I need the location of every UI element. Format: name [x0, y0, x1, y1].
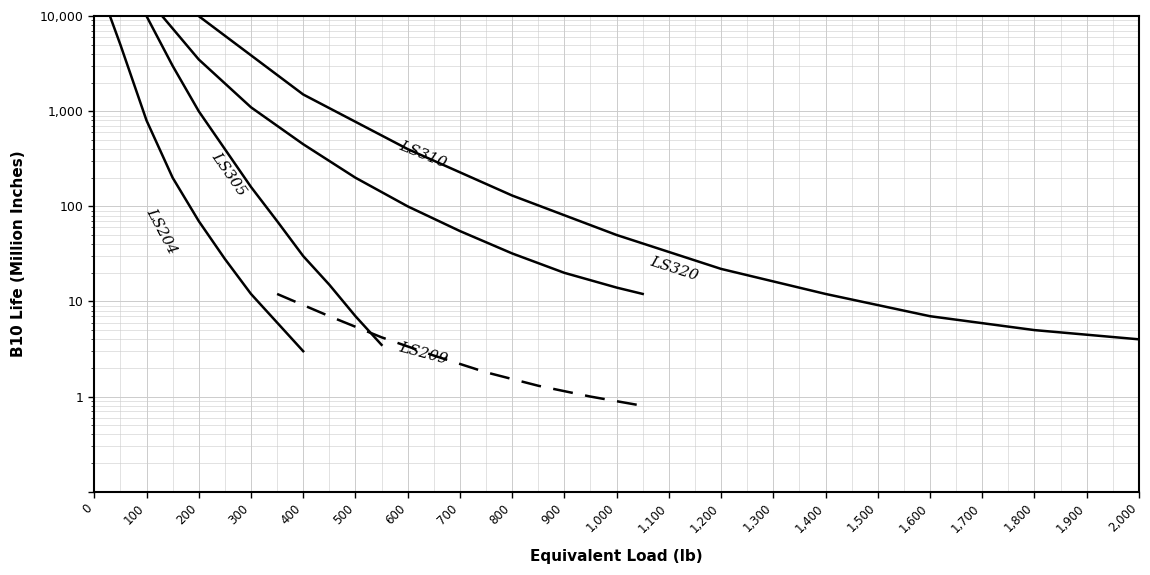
Text: LS305: LS305	[209, 150, 250, 198]
Text: LS209: LS209	[397, 341, 448, 367]
Text: LS320: LS320	[647, 255, 699, 283]
Y-axis label: B10 Life (Million Inches): B10 Life (Million Inches)	[12, 151, 26, 357]
Text: LS310: LS310	[397, 139, 448, 170]
X-axis label: Equivalent Load (lb): Equivalent Load (lb)	[530, 549, 703, 564]
Text: LS204: LS204	[144, 206, 179, 256]
